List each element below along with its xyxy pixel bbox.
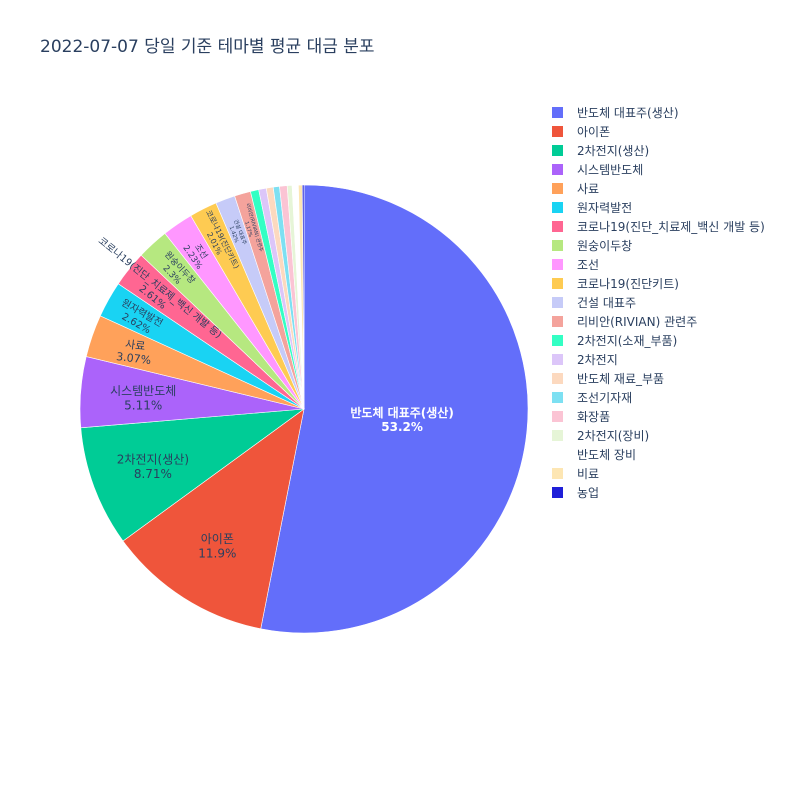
legend-swatch bbox=[552, 202, 563, 213]
legend-item-반도체-장비[interactable]: 반도체 장비 bbox=[548, 446, 765, 465]
legend-label: 비료 bbox=[577, 467, 599, 481]
legend-label: 건설 대표주 bbox=[577, 296, 636, 310]
legend-item-시스템반도체[interactable]: 시스템반도체 bbox=[548, 161, 765, 180]
legend-label: 원숭이두창 bbox=[577, 239, 632, 253]
legend-swatch bbox=[552, 259, 563, 270]
legend-swatch bbox=[552, 316, 563, 327]
legend-item-화장품[interactable]: 화장품 bbox=[548, 408, 765, 427]
slice-label-아이폰: 아이폰 11.9% bbox=[198, 532, 236, 560]
legend-item-2차전지-소재-부품[interactable]: 2차전지(소재_부품) bbox=[548, 332, 765, 351]
legend-label: 코로나19(진단_치료제_백신 개발 등) bbox=[577, 220, 765, 234]
legend-swatch bbox=[552, 278, 563, 289]
legend-swatch bbox=[552, 183, 563, 194]
legend-swatch bbox=[552, 107, 563, 118]
legend-label: 2차전지(소재_부품) bbox=[577, 334, 677, 348]
legend-item-코로나19-진단키트[interactable]: 코로나19(진단키트) bbox=[548, 275, 765, 294]
legend-item-아이폰[interactable]: 아이폰 bbox=[548, 123, 765, 142]
legend-item-원자력발전[interactable]: 원자력발전 bbox=[548, 199, 765, 218]
legend-swatch bbox=[552, 297, 563, 308]
legend-item-반도체-재료-부품[interactable]: 반도체 재료_부품 bbox=[548, 370, 765, 389]
legend-item-건설-대표주[interactable]: 건설 대표주 bbox=[548, 294, 765, 313]
legend-swatch bbox=[552, 221, 563, 232]
legend-label: 코로나19(진단키트) bbox=[577, 277, 679, 291]
legend-item-코로나19-진단-치료제-백신-개발-등[interactable]: 코로나19(진단_치료제_백신 개발 등) bbox=[548, 218, 765, 237]
legend-swatch bbox=[552, 468, 563, 479]
legend-swatch bbox=[552, 335, 563, 346]
legend-item-사료[interactable]: 사료 bbox=[548, 180, 765, 199]
legend-label: 사료 bbox=[577, 182, 599, 196]
legend-swatch bbox=[552, 373, 563, 384]
legend-swatch bbox=[552, 164, 563, 175]
legend-label: 반도체 재료_부품 bbox=[577, 372, 664, 386]
legend-item-반도체-대표주-생산[interactable]: 반도체 대표주(생산) bbox=[548, 104, 765, 123]
legend-swatch bbox=[552, 449, 563, 460]
legend-label: 농업 bbox=[577, 486, 599, 500]
legend-item-2차전지-장비[interactable]: 2차전지(장비) bbox=[548, 427, 765, 446]
legend-label: 반도체 장비 bbox=[577, 448, 636, 462]
legend-label: 화장품 bbox=[577, 410, 610, 424]
legend-swatch bbox=[552, 392, 563, 403]
legend-swatch bbox=[552, 487, 563, 498]
legend-label: 시스템반도체 bbox=[577, 163, 643, 177]
legend-label: 조선기자재 bbox=[577, 391, 632, 405]
legend-item-농업[interactable]: 농업 bbox=[548, 484, 765, 503]
legend-label: 2차전지(장비) bbox=[577, 429, 649, 443]
legend-swatch bbox=[552, 126, 563, 137]
legend-item-조선기자재[interactable]: 조선기자재 bbox=[548, 389, 765, 408]
legend-swatch bbox=[552, 240, 563, 251]
legend-item-2차전지[interactable]: 2차전지 bbox=[548, 351, 765, 370]
legend-label: 2차전지(생산) bbox=[577, 144, 649, 158]
legend-item-조선[interactable]: 조선 bbox=[548, 256, 765, 275]
legend-swatch bbox=[552, 145, 563, 156]
legend-swatch bbox=[552, 430, 563, 441]
legend-label: 리비안(RIVIAN) 관련주 bbox=[577, 315, 697, 329]
legend-label: 2차전지 bbox=[577, 353, 618, 367]
legend-swatch bbox=[552, 354, 563, 365]
legend-label: 아이폰 bbox=[577, 125, 610, 139]
legend-item-리비안-rivian-관련주[interactable]: 리비안(RIVIAN) 관련주 bbox=[548, 313, 765, 332]
legend-item-비료[interactable]: 비료 bbox=[548, 465, 765, 484]
legend-item-2차전지-생산[interactable]: 2차전지(생산) bbox=[548, 142, 765, 161]
legend-label: 조선 bbox=[577, 258, 599, 272]
legend-label: 반도체 대표주(생산) bbox=[577, 106, 679, 120]
legend-swatch bbox=[552, 411, 563, 422]
legend-label: 원자력발전 bbox=[577, 201, 632, 215]
legend-item-원숭이두창[interactable]: 원숭이두창 bbox=[548, 237, 765, 256]
